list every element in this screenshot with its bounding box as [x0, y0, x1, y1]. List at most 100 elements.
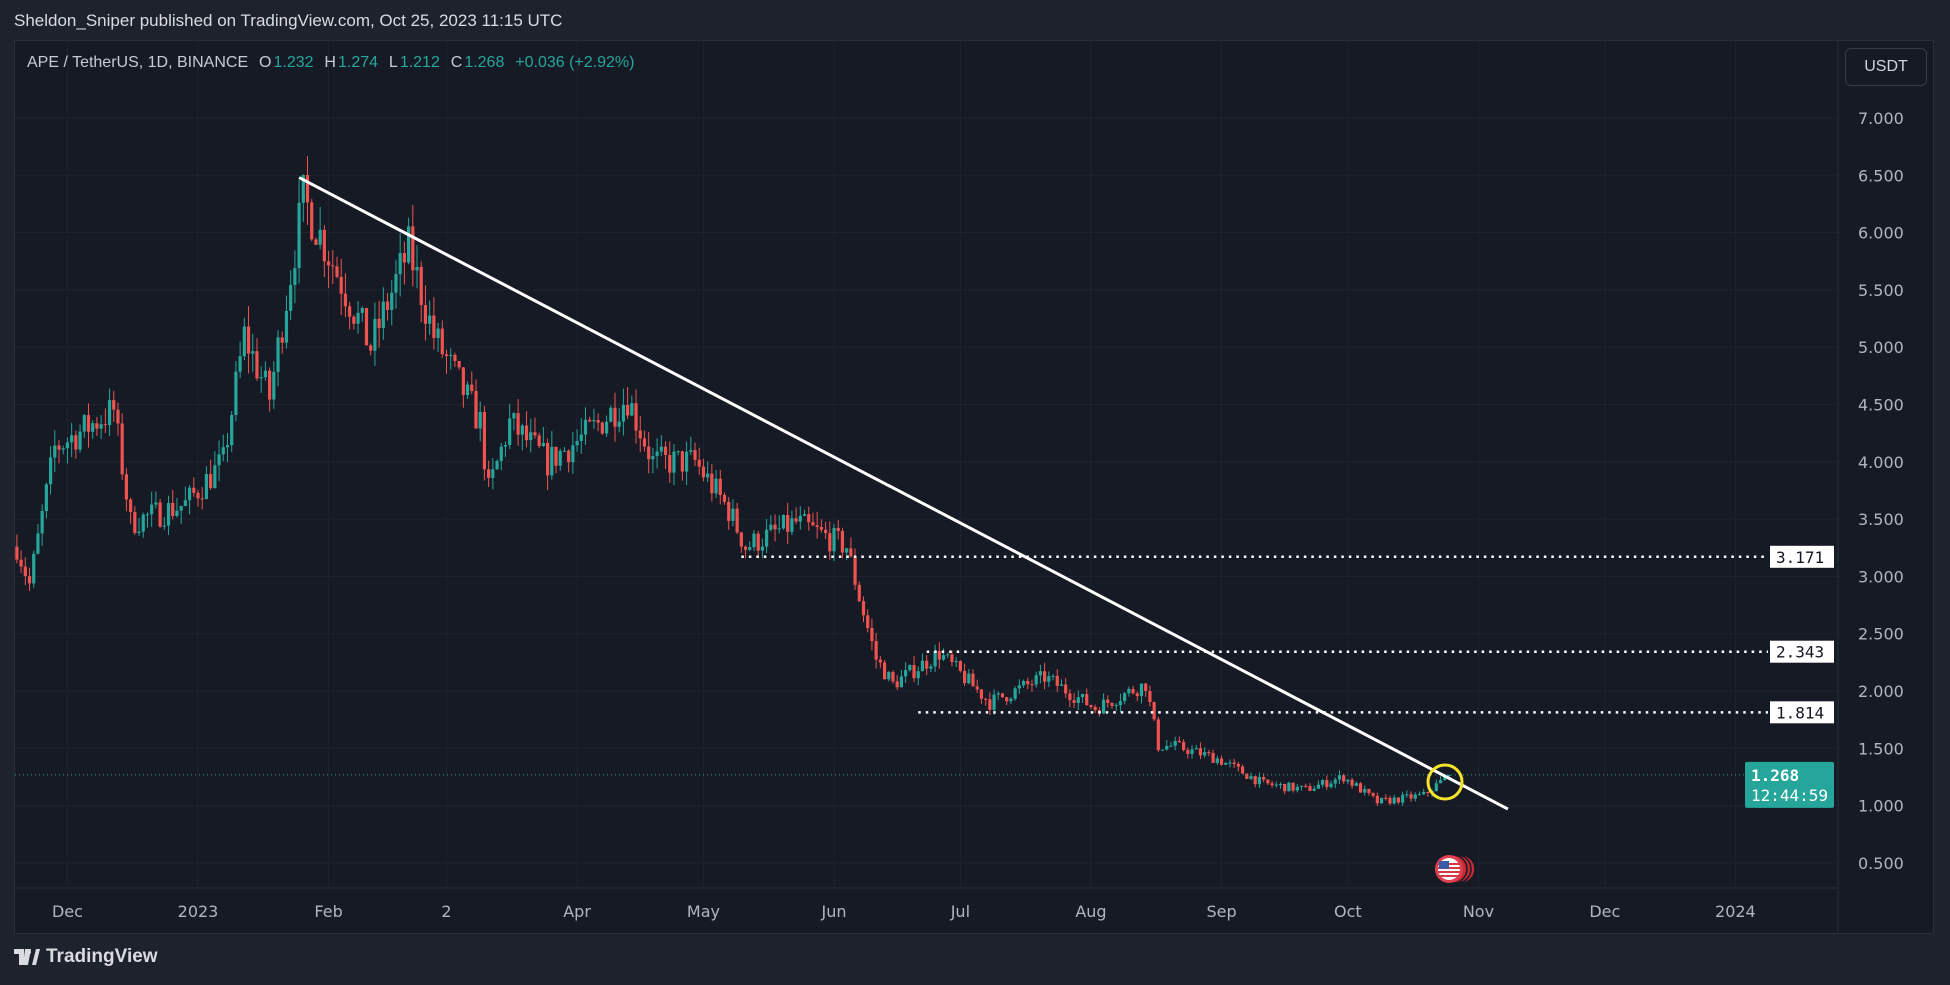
candle-body — [457, 360, 461, 368]
candle-body — [369, 345, 373, 351]
candle-body — [1375, 795, 1379, 804]
candle-body — [200, 498, 204, 500]
candle-body — [727, 501, 731, 521]
price-tick-label: 4.500 — [1858, 396, 1904, 415]
candle-body — [777, 528, 781, 530]
tradingview-logo[interactable]: TradingView — [14, 946, 158, 968]
candle-body — [840, 531, 845, 553]
candle-body — [571, 445, 575, 463]
candle-body — [276, 337, 280, 372]
candle-body — [731, 508, 735, 521]
candle-body — [680, 451, 684, 472]
last-price-label: 1.268 — [1751, 766, 1799, 785]
candle-body — [436, 328, 440, 339]
candle-body — [802, 514, 807, 516]
currency-button[interactable]: USDT — [1845, 48, 1927, 86]
candle-body — [263, 370, 267, 378]
candle-body — [790, 518, 794, 532]
candle-body — [655, 451, 659, 457]
candle-body — [588, 419, 592, 422]
candle-body — [1211, 753, 1215, 763]
candle-body — [57, 445, 61, 450]
candle-body — [756, 533, 760, 551]
candle-body — [1021, 681, 1026, 686]
price-tick-label: 0.500 — [1858, 854, 1904, 873]
candle-body — [86, 415, 91, 432]
candle-body — [676, 451, 680, 453]
candle-body — [1165, 745, 1169, 750]
level-price-tag — [1770, 701, 1834, 724]
candle-body — [305, 175, 310, 203]
candle-body — [663, 446, 668, 455]
candle-body — [1017, 685, 1021, 689]
tradingview-logo-icon — [14, 949, 40, 965]
candle-body — [937, 650, 941, 660]
trendline[interactable] — [298, 176, 1509, 811]
candle-body — [1295, 786, 1299, 791]
candle-body — [1106, 699, 1110, 704]
candle-body — [773, 524, 777, 530]
candle-body — [891, 672, 895, 682]
candle-body — [925, 660, 929, 669]
candle-body — [512, 413, 516, 419]
candle-body — [874, 641, 878, 660]
symbol-legend: APE / TetherUS, 1D, BINANCE O 1.232 H 1.27… — [27, 54, 636, 72]
candle-body — [82, 415, 86, 432]
level-price-label: 3.171 — [1776, 548, 1824, 567]
candle-body — [845, 548, 849, 553]
candle-body — [394, 274, 398, 293]
price-tick-label: 5.500 — [1858, 281, 1904, 300]
candle-body — [234, 371, 238, 415]
candle-body — [988, 699, 992, 710]
candle-body — [739, 532, 743, 547]
candle-body — [15, 546, 19, 560]
candle-body — [1291, 782, 1295, 791]
candle-body — [1207, 752, 1211, 754]
candle-body — [634, 403, 638, 431]
candle-body — [385, 301, 390, 310]
candle-body — [524, 425, 529, 441]
candle-body — [74, 435, 78, 450]
candle-body — [575, 440, 579, 446]
candle-body — [322, 229, 326, 262]
candle-body — [562, 450, 567, 452]
candle-body — [419, 266, 423, 306]
candle-body — [794, 518, 798, 522]
candle-body — [150, 504, 154, 515]
candle-body — [823, 529, 828, 534]
candle-body — [604, 421, 609, 434]
candle-body — [609, 407, 613, 422]
candle-body — [470, 384, 474, 391]
candle-body — [272, 371, 276, 400]
candle-body — [335, 266, 339, 277]
candle-body — [1076, 697, 1080, 703]
candle-body — [1417, 794, 1422, 796]
candle-body — [141, 514, 145, 532]
candle-body — [1139, 683, 1144, 697]
candle-body — [1034, 675, 1038, 685]
candle-body — [916, 671, 920, 679]
candle-body — [832, 527, 836, 552]
candle-body — [318, 229, 322, 245]
candle-body — [630, 403, 634, 416]
candle-body — [1055, 675, 1059, 686]
candle-body — [1270, 783, 1274, 786]
candle-body — [40, 511, 44, 534]
candle-body — [1194, 748, 1198, 750]
time-tick-label: 2 — [441, 902, 451, 921]
time-tick-label: Apr — [563, 902, 591, 921]
candle-body — [32, 553, 36, 584]
candle-body — [1392, 797, 1396, 804]
candle-body — [356, 312, 360, 324]
candle-body — [1110, 703, 1114, 706]
candle-body — [1342, 775, 1346, 782]
time-tick-label: 2023 — [178, 902, 219, 921]
candle-body — [1228, 762, 1232, 764]
candle-body — [196, 492, 200, 499]
candle-body — [179, 505, 183, 511]
candle-body — [958, 661, 962, 671]
candle-body — [432, 315, 436, 339]
us-flag-event-icon[interactable] — [1435, 854, 1476, 884]
